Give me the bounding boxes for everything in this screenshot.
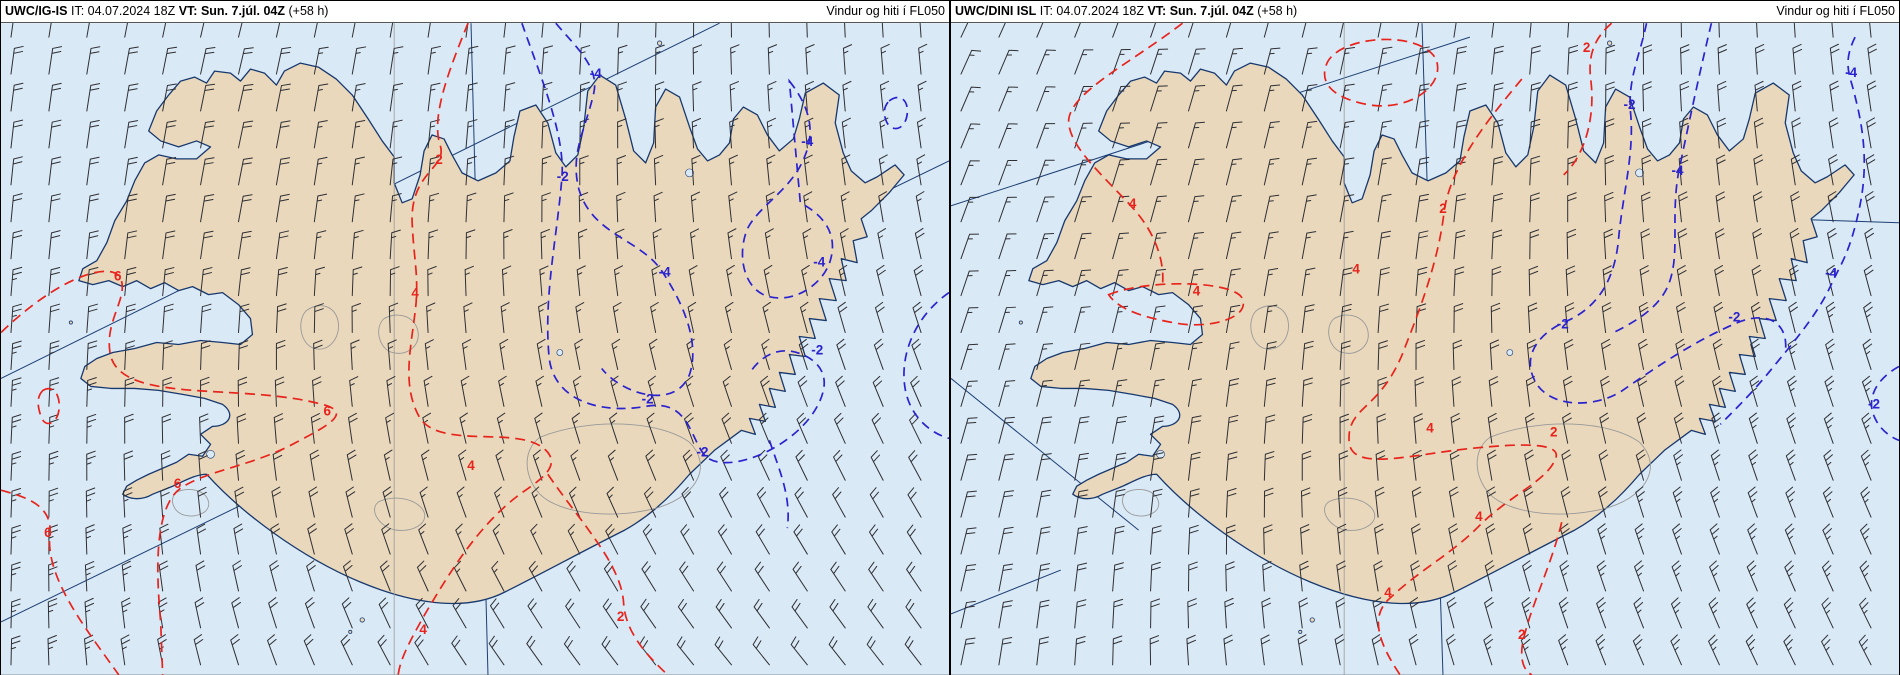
isotherm-label: -2 [811,342,823,357]
isotherm-label: 6 [44,525,52,540]
layer-label: Vindur og hiti í FL050 [826,4,945,18]
isotherm-label: -2 [1728,310,1740,325]
isotherm-label: -4 [590,66,602,81]
isotherm-label: 2 [1518,627,1526,642]
map-area-left: 6 6 6 6 2 4 4 4 2 -4 -2 -4 -4 -4 -2 -2 -2 [1,22,949,675]
valid-time: VT: Sun. 7.júl. 04Z [1147,4,1254,18]
panel-right-header: UWC/DINI ISL IT: 04.07.2024 18Z VT: Sun.… [951,1,1899,22]
isotherm-label: -2 [1624,97,1636,112]
isotherm-label: -4 [1825,266,1837,281]
weather-map-left: 6 6 6 6 2 4 4 4 2 -4 -2 -4 -4 -4 -2 -2 -2 [1,23,949,675]
isotherm-label: 4 [411,286,419,301]
isotherm-label: -4 [659,265,671,280]
isotherm-label: -4 [801,134,813,149]
isotherm-label: -2 [557,169,569,184]
isotherm-label: 2 [1550,424,1558,439]
map-area-right: 4 4 2 2 4 4 2 4 4 2 -2 -4 -4 -4 -2 -2 -2 [951,22,1899,675]
isotherm-label: 4 [467,458,475,473]
valid-time: VT: Sun. 7.júl. 04Z [178,4,285,18]
isotherm-label: 6 [114,269,122,284]
isotherm-label: -2 [1557,317,1569,332]
init-time: IT: 04.07.2024 18Z [70,4,176,18]
isotherm-label: 4 [1193,284,1201,299]
isotherm-label: -4 [1671,163,1683,178]
panel-right: UWC/DINI ISL IT: 04.07.2024 18Z VT: Sun.… [950,0,1900,675]
weather-map-right: 4 4 2 2 4 4 2 4 4 2 -2 -4 -4 -4 -2 -2 -2 [951,23,1899,675]
isotherm-label: 4 [419,622,427,637]
isotherm-label: -4 [1845,65,1857,80]
model-code: UWC/IG-IS [5,4,68,18]
isotherm-label: 4 [1129,196,1137,211]
layer-label: Vindur og hiti í FL050 [1776,4,1895,18]
panel-left: UWC/IG-IS IT: 04.07.2024 18Z VT: Sun. 7.… [0,0,950,675]
isotherm-label: -4 [813,255,825,270]
forecast-offset: (+58 h) [1257,4,1298,18]
isotherm-label: 2 [1439,201,1447,216]
isotherm-label: 2 [435,152,442,167]
isotherm-label: 2 [1583,40,1591,55]
forecast-offset: (+58 h) [288,4,329,18]
model-code: UWC/DINI ISL [955,4,1037,18]
isotherm-label: -2 [1868,396,1880,411]
isotherm-label: 6 [174,476,182,491]
isotherm-label: -2 [642,391,654,406]
isotherm-label: -2 [697,444,709,459]
isotherm-label: 2 [617,609,624,624]
isotherm-label: 4 [1352,262,1360,277]
isotherm-label: 4 [1384,585,1392,600]
isotherm-label: 4 [1475,509,1483,524]
panel-left-header: UWC/IG-IS IT: 04.07.2024 18Z VT: Sun. 7.… [1,1,949,22]
isotherm-label: 4 [1426,420,1434,435]
isotherm-label: 6 [324,403,332,418]
init-time: IT: 04.07.2024 18Z [1039,4,1144,18]
